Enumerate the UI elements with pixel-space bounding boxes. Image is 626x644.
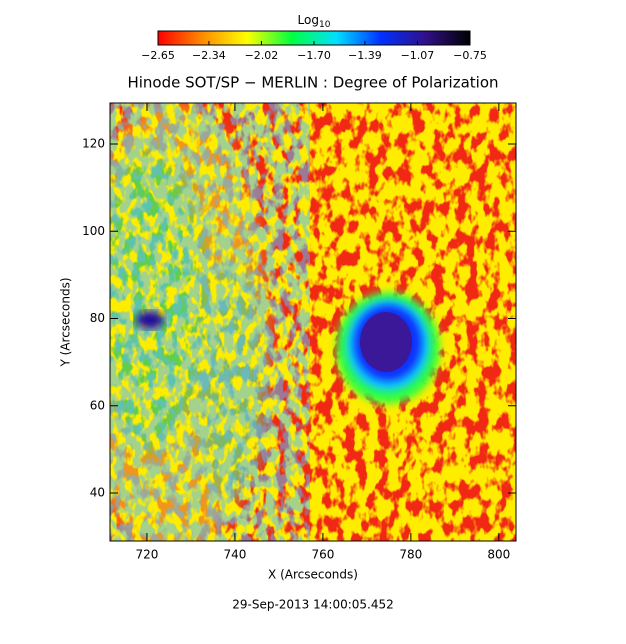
y-tick-label: 40 [90, 486, 105, 500]
y-axis-label: Y (Arcseconds) [59, 277, 73, 367]
x-tick-label: 720 [135, 548, 158, 562]
colorbar-tick-label: −2.65 [141, 49, 175, 62]
colorbar-tick-label: −2.02 [245, 49, 279, 62]
colorbar-label-sub: 10 [319, 20, 331, 30]
y-tick-label: 80 [90, 311, 105, 325]
colorbar-label: Log10 [298, 13, 331, 30]
colorbar-tick-label: −1.39 [348, 49, 382, 62]
y-tick-label: 60 [90, 398, 105, 412]
image-region [136, 311, 164, 329]
colorbar-tick-label: −1.70 [297, 49, 331, 62]
x-axis-label: X (Arcseconds) [268, 568, 358, 582]
y-tick-label: 100 [82, 224, 105, 238]
image [110, 103, 516, 541]
x-tick-label: 780 [399, 548, 422, 562]
colorbar-tick-label: −1.07 [401, 49, 435, 62]
chart-title: Hinode SOT/SP − MERLIN : Degree of Polar… [127, 74, 498, 92]
sunspot-umbra [360, 312, 412, 372]
y-tick-label: 120 [82, 137, 105, 151]
colorbar-tick-label: −0.75 [453, 49, 487, 62]
colorbar-tick-label: −2.34 [192, 49, 226, 62]
x-tick-label: 760 [311, 548, 334, 562]
colorbar-label-text: Log [298, 13, 319, 27]
plot-frame [109, 102, 517, 542]
footer: 29-Sep-2013 14:00:05.452 [232, 598, 394, 612]
x-tick-label: 800 [487, 548, 510, 562]
x-tick-label: 740 [223, 548, 246, 562]
